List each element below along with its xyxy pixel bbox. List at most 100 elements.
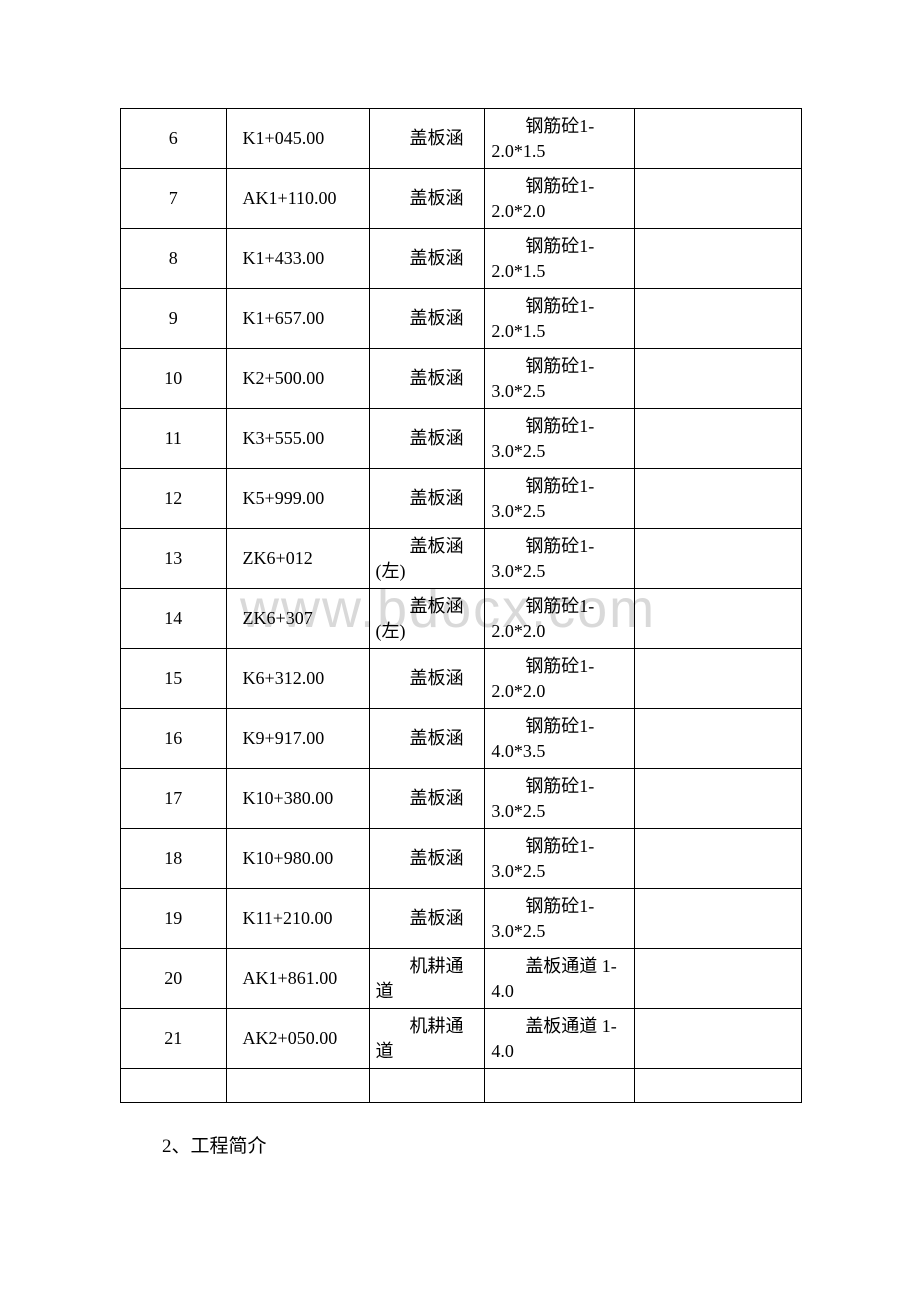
cell-num: 16 [121,709,227,769]
cell-spec: 钢筋砼1-3.0*2.5 [485,889,635,949]
cell-type: 盖板涵 [369,709,485,769]
cell-type: 盖板涵 [369,349,485,409]
cell-empty [226,1069,369,1103]
cell-empty [635,289,802,349]
table-row: 19K11+210.00盖板涵钢筋砼1-3.0*2.5 [121,889,802,949]
table-row: 11K3+555.00盖板涵钢筋砼1-3.0*2.5 [121,409,802,469]
cell-stake: K10+380.00 [226,769,369,829]
cell-spec: 钢筋砼1-2.0*1.5 [485,289,635,349]
cell-type: 盖板涵 [369,469,485,529]
cell-spec: 钢筋砼1-4.0*3.5 [485,709,635,769]
cell-spec: 钢筋砼1-3.0*2.5 [485,829,635,889]
cell-empty [635,469,802,529]
cell-type: 盖板涵 [369,229,485,289]
cell-type: 盖板涵 [369,889,485,949]
cell-num: 13 [121,529,227,589]
cell-empty [635,109,802,169]
cell-type: 盖板涵 [369,409,485,469]
cell-stake: ZK6+307 [226,589,369,649]
cell-empty [635,229,802,289]
cell-empty [121,1069,227,1103]
cell-empty [635,949,802,1009]
table-row: 10K2+500.00盖板涵钢筋砼1-3.0*2.5 [121,349,802,409]
cell-num: 19 [121,889,227,949]
cell-num: 12 [121,469,227,529]
cell-empty [635,1009,802,1069]
cell-empty [635,1069,802,1103]
cell-type: 盖板涵 [369,829,485,889]
cell-num: 21 [121,1009,227,1069]
cell-type: 盖板涵 [369,169,485,229]
table-row: 17K10+380.00盖板涵钢筋砼1-3.0*2.5 [121,769,802,829]
cell-stake: K1+433.00 [226,229,369,289]
cell-empty [635,769,802,829]
table-row: 14ZK6+307盖板涵(左)钢筋砼1-2.0*2.0 [121,589,802,649]
cell-num: 11 [121,409,227,469]
cell-num: 6 [121,109,227,169]
cell-empty [635,529,802,589]
cell-stake: K5+999.00 [226,469,369,529]
cell-spec: 钢筋砼1-3.0*2.5 [485,349,635,409]
cell-empty [369,1069,485,1103]
cell-empty [635,829,802,889]
cell-num: 20 [121,949,227,1009]
cell-empty [635,889,802,949]
table-row: 15K6+312.00盖板涵钢筋砼1-2.0*2.0 [121,649,802,709]
cell-empty [635,349,802,409]
table-row [121,1069,802,1103]
cell-stake: K9+917.00 [226,709,369,769]
cell-stake: K3+555.00 [226,409,369,469]
cell-spec: 盖板通道 1-4.0 [485,1009,635,1069]
cell-type: 盖板涵 [369,649,485,709]
cell-num: 17 [121,769,227,829]
cell-stake: K6+312.00 [226,649,369,709]
cell-empty [635,169,802,229]
cell-type: 机耕通道 [369,949,485,1009]
cell-type: 盖板涵 [369,109,485,169]
cell-spec: 盖板通道 1-4.0 [485,949,635,1009]
table-row: 13ZK6+012盖板涵(左)钢筋砼1-3.0*2.5 [121,529,802,589]
culvert-table: 6K1+045.00盖板涵钢筋砼1-2.0*1.57AK1+110.00盖板涵钢… [120,108,802,1103]
cell-num: 9 [121,289,227,349]
cell-stake: AK1+110.00 [226,169,369,229]
cell-type: 盖板涵(左) [369,529,485,589]
cell-spec: 钢筋砼1-2.0*2.0 [485,169,635,229]
table-row: 16K9+917.00盖板涵钢筋砼1-4.0*3.5 [121,709,802,769]
cell-type: 机耕通道 [369,1009,485,1069]
cell-spec: 钢筋砼1-2.0*1.5 [485,109,635,169]
cell-empty [635,709,802,769]
cell-num: 7 [121,169,227,229]
cell-empty [635,589,802,649]
cell-spec: 钢筋砼1-2.0*1.5 [485,229,635,289]
table-row: 18K10+980.00盖板涵钢筋砼1-3.0*2.5 [121,829,802,889]
table-row: 20AK1+861.00机耕通道盖板通道 1-4.0 [121,949,802,1009]
table-row: 9K1+657.00盖板涵钢筋砼1-2.0*1.5 [121,289,802,349]
cell-type: 盖板涵(左) [369,589,485,649]
cell-num: 18 [121,829,227,889]
cell-stake: K1+045.00 [226,109,369,169]
cell-stake: K11+210.00 [226,889,369,949]
cell-spec: 钢筋砼1-2.0*2.0 [485,649,635,709]
cell-spec: 钢筋砼1-3.0*2.5 [485,529,635,589]
table-row: 12K5+999.00盖板涵钢筋砼1-3.0*2.5 [121,469,802,529]
cell-type: 盖板涵 [369,769,485,829]
cell-num: 15 [121,649,227,709]
cell-spec: 钢筋砼1-3.0*2.5 [485,469,635,529]
cell-empty [635,649,802,709]
cell-num: 14 [121,589,227,649]
cell-stake: AK2+050.00 [226,1009,369,1069]
table-row: 7AK1+110.00盖板涵钢筋砼1-2.0*2.0 [121,169,802,229]
cell-empty [635,409,802,469]
cell-spec: 钢筋砼1-3.0*2.5 [485,769,635,829]
cell-stake: ZK6+012 [226,529,369,589]
cell-type: 盖板涵 [369,289,485,349]
table-row: 21AK2+050.00机耕通道盖板通道 1-4.0 [121,1009,802,1069]
cell-spec: 钢筋砼1-3.0*2.5 [485,409,635,469]
cell-stake: K2+500.00 [226,349,369,409]
cell-spec: 钢筋砼1-2.0*2.0 [485,589,635,649]
cell-stake: AK1+861.00 [226,949,369,1009]
section-heading: 2、工程简介 [120,1131,802,1158]
cell-num: 8 [121,229,227,289]
table-row: 8K1+433.00盖板涵钢筋砼1-2.0*1.5 [121,229,802,289]
cell-num: 10 [121,349,227,409]
